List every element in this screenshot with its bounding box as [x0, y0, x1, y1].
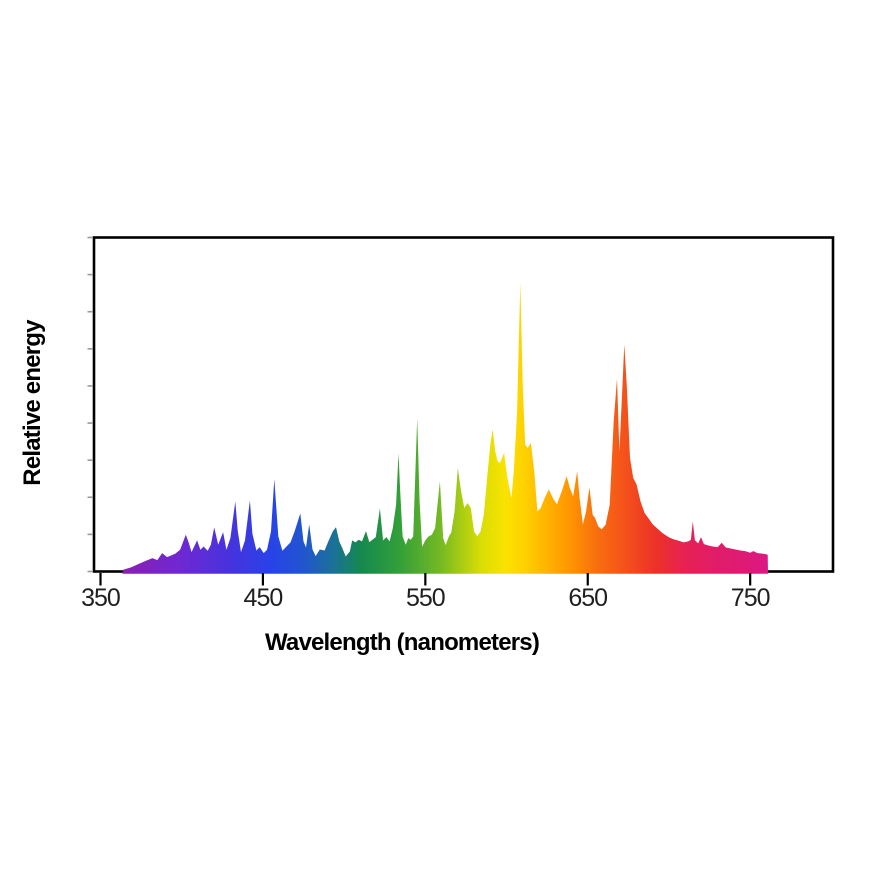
- x-axis-title: Wavelength (nanometers): [264, 629, 540, 656]
- x-tick-label: 350: [81, 584, 121, 612]
- x-tick-label: 450: [243, 584, 284, 612]
- y-axis-title: Relative energy: [19, 320, 46, 486]
- x-tick-label: 650: [568, 584, 608, 612]
- spectrum-fill: [122, 282, 768, 574]
- x-tick-label: 750: [730, 584, 771, 612]
- x-tick-label: 550: [405, 584, 446, 612]
